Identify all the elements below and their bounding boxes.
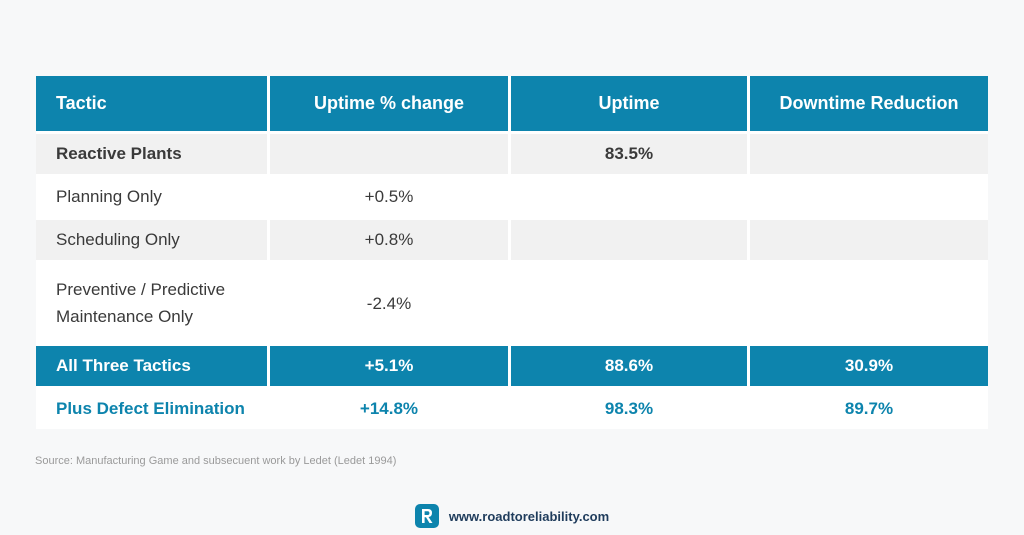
cell-downtime-reduction: 30.9% bbox=[750, 346, 988, 389]
header-uptime: Uptime bbox=[511, 76, 750, 134]
cell-uptime-change bbox=[270, 134, 511, 177]
cell-uptime bbox=[511, 220, 750, 263]
table-row-scheduling-only: Scheduling Only +0.8% bbox=[36, 220, 988, 263]
cell-downtime-reduction bbox=[750, 134, 988, 177]
cell-downtime-reduction bbox=[750, 177, 988, 220]
cell-uptime bbox=[511, 263, 750, 346]
cell-uptime: 88.6% bbox=[511, 346, 750, 389]
header-tactic: Tactic bbox=[36, 76, 270, 134]
table-row-plus-defect-elimination: Plus Defect Elimination +14.8% 98.3% 89.… bbox=[36, 389, 988, 429]
cell-uptime-change: -2.4% bbox=[270, 263, 511, 346]
table-row-planning-only: Planning Only +0.5% bbox=[36, 177, 988, 220]
cell-tactic-line-1: Preventive / Predictive bbox=[56, 280, 226, 299]
table-row-all-three-tactics: All Three Tactics +5.1% 88.6% 30.9% bbox=[36, 346, 988, 389]
roadtoreliability-logo-icon bbox=[414, 504, 439, 528]
cell-tactic: Plus Defect Elimination bbox=[36, 389, 270, 429]
table-row-reactive-plants: Reactive Plants 83.5% bbox=[36, 134, 988, 177]
cell-uptime-change: +5.1% bbox=[270, 346, 511, 389]
cell-tactic-line-2: Maintenance Only bbox=[56, 307, 194, 326]
header-downtime-reduction: Downtime Reduction bbox=[750, 76, 988, 134]
cell-uptime-change: +14.8% bbox=[270, 389, 511, 429]
table-row-preventive-predictive: Preventive / Predictive Maintenance Only… bbox=[36, 263, 988, 346]
cell-uptime-change: +0.8% bbox=[270, 220, 511, 263]
cell-uptime: 83.5% bbox=[511, 134, 750, 177]
cell-tactic: Scheduling Only bbox=[36, 220, 270, 263]
cell-uptime bbox=[511, 177, 750, 220]
cell-uptime-change: +0.5% bbox=[270, 177, 511, 220]
cell-tactic: Planning Only bbox=[36, 177, 270, 220]
logo-glyph bbox=[421, 509, 433, 523]
cell-tactic: Preventive / Predictive Maintenance Only bbox=[36, 263, 270, 346]
website-link[interactable]: www.roadtoreliability.com bbox=[448, 508, 610, 524]
cell-downtime-reduction bbox=[750, 263, 988, 346]
cell-tactic: All Three Tactics bbox=[36, 346, 270, 389]
cell-tactic: Reactive Plants bbox=[36, 134, 270, 177]
footer: www.roadtoreliability.com bbox=[0, 504, 1024, 528]
table-header-row: Tactic Uptime % change Uptime Downtime R… bbox=[36, 76, 988, 134]
tactics-table: Tactic Uptime % change Uptime Downtime R… bbox=[36, 76, 988, 429]
cell-downtime-reduction bbox=[750, 220, 988, 263]
cell-uptime: 98.3% bbox=[511, 389, 750, 429]
header-uptime-change: Uptime % change bbox=[270, 76, 511, 134]
cell-downtime-reduction: 89.7% bbox=[750, 389, 988, 429]
source-note: Source: Manufacturing Game and subsecuen… bbox=[35, 455, 397, 467]
data-table-container: Tactic Uptime % change Uptime Downtime R… bbox=[36, 76, 988, 429]
